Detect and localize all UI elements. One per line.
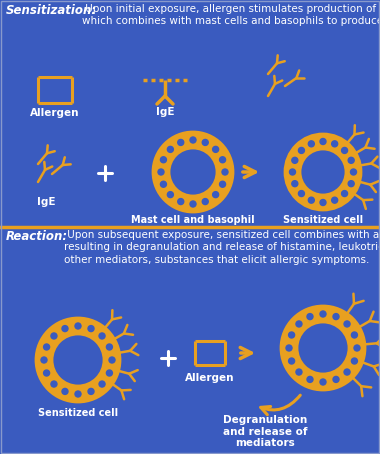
Text: IgE: IgE	[156, 107, 174, 117]
Circle shape	[333, 314, 339, 320]
Circle shape	[44, 344, 49, 350]
Circle shape	[106, 344, 112, 350]
Circle shape	[158, 169, 164, 175]
Circle shape	[344, 369, 350, 375]
Circle shape	[220, 181, 226, 187]
Circle shape	[297, 322, 349, 374]
Circle shape	[160, 157, 166, 163]
Circle shape	[99, 333, 105, 339]
Circle shape	[307, 376, 313, 382]
Circle shape	[308, 197, 314, 203]
Circle shape	[352, 358, 358, 364]
Circle shape	[51, 381, 57, 387]
Circle shape	[332, 141, 338, 147]
Circle shape	[75, 323, 81, 329]
Circle shape	[348, 181, 354, 187]
Circle shape	[344, 321, 350, 327]
Text: Sensitized cell: Sensitized cell	[283, 215, 363, 225]
Circle shape	[169, 148, 217, 196]
Circle shape	[292, 158, 298, 163]
Circle shape	[320, 138, 326, 144]
Circle shape	[290, 169, 296, 175]
Text: Reaction:: Reaction:	[6, 230, 68, 243]
Circle shape	[308, 141, 314, 147]
Circle shape	[62, 326, 68, 331]
Circle shape	[62, 389, 68, 395]
Text: Upon subsequent exposure, sensitized cell combines with allergen,
resulting in d: Upon subsequent exposure, sensitized cel…	[64, 230, 380, 265]
Circle shape	[202, 139, 208, 145]
Circle shape	[75, 391, 81, 397]
Circle shape	[333, 376, 339, 382]
Circle shape	[88, 389, 94, 395]
Circle shape	[288, 358, 294, 364]
Circle shape	[348, 158, 354, 163]
Text: Upon initial exposure, allergen stimulates production of IgE,
which combines wit: Upon initial exposure, allergen stimulat…	[82, 4, 380, 26]
Circle shape	[300, 149, 346, 195]
Bar	[0, 0, 380, 226]
Text: Degranulation
and release of
mediators: Degranulation and release of mediators	[223, 415, 307, 448]
Circle shape	[99, 381, 105, 387]
Circle shape	[88, 326, 94, 331]
Circle shape	[286, 345, 292, 351]
Text: Allergen: Allergen	[30, 108, 80, 118]
Circle shape	[51, 333, 57, 339]
Circle shape	[52, 334, 104, 386]
Circle shape	[350, 169, 356, 175]
Bar	[0, 228, 380, 454]
Circle shape	[190, 201, 196, 207]
Circle shape	[281, 306, 365, 390]
Circle shape	[220, 157, 226, 163]
Circle shape	[332, 197, 338, 203]
Circle shape	[298, 148, 304, 153]
Circle shape	[222, 169, 228, 175]
Circle shape	[178, 139, 184, 145]
Circle shape	[202, 198, 208, 205]
Circle shape	[190, 137, 196, 143]
Text: IgE: IgE	[37, 197, 55, 207]
Circle shape	[320, 199, 326, 206]
Text: Mast cell and basophil: Mast cell and basophil	[131, 215, 255, 225]
Circle shape	[41, 357, 47, 363]
Circle shape	[296, 321, 302, 327]
Circle shape	[106, 370, 112, 376]
Circle shape	[292, 181, 298, 187]
Circle shape	[167, 192, 173, 197]
Text: Sensitization:: Sensitization:	[6, 4, 97, 17]
Circle shape	[342, 148, 348, 153]
Circle shape	[296, 369, 302, 375]
Circle shape	[320, 311, 326, 317]
Text: Sensitized cell: Sensitized cell	[38, 408, 118, 418]
Circle shape	[354, 345, 360, 351]
Circle shape	[320, 379, 326, 385]
Circle shape	[342, 191, 348, 197]
Circle shape	[178, 198, 184, 205]
Circle shape	[36, 318, 120, 402]
Circle shape	[160, 181, 166, 187]
Circle shape	[167, 146, 173, 153]
Circle shape	[288, 332, 294, 338]
Circle shape	[153, 132, 233, 212]
Text: Allergen: Allergen	[185, 373, 235, 383]
Circle shape	[298, 191, 304, 197]
Circle shape	[352, 332, 358, 338]
Circle shape	[307, 314, 313, 320]
Circle shape	[213, 192, 218, 197]
Circle shape	[285, 134, 361, 210]
Circle shape	[44, 370, 49, 376]
Circle shape	[213, 146, 218, 153]
Circle shape	[109, 357, 115, 363]
